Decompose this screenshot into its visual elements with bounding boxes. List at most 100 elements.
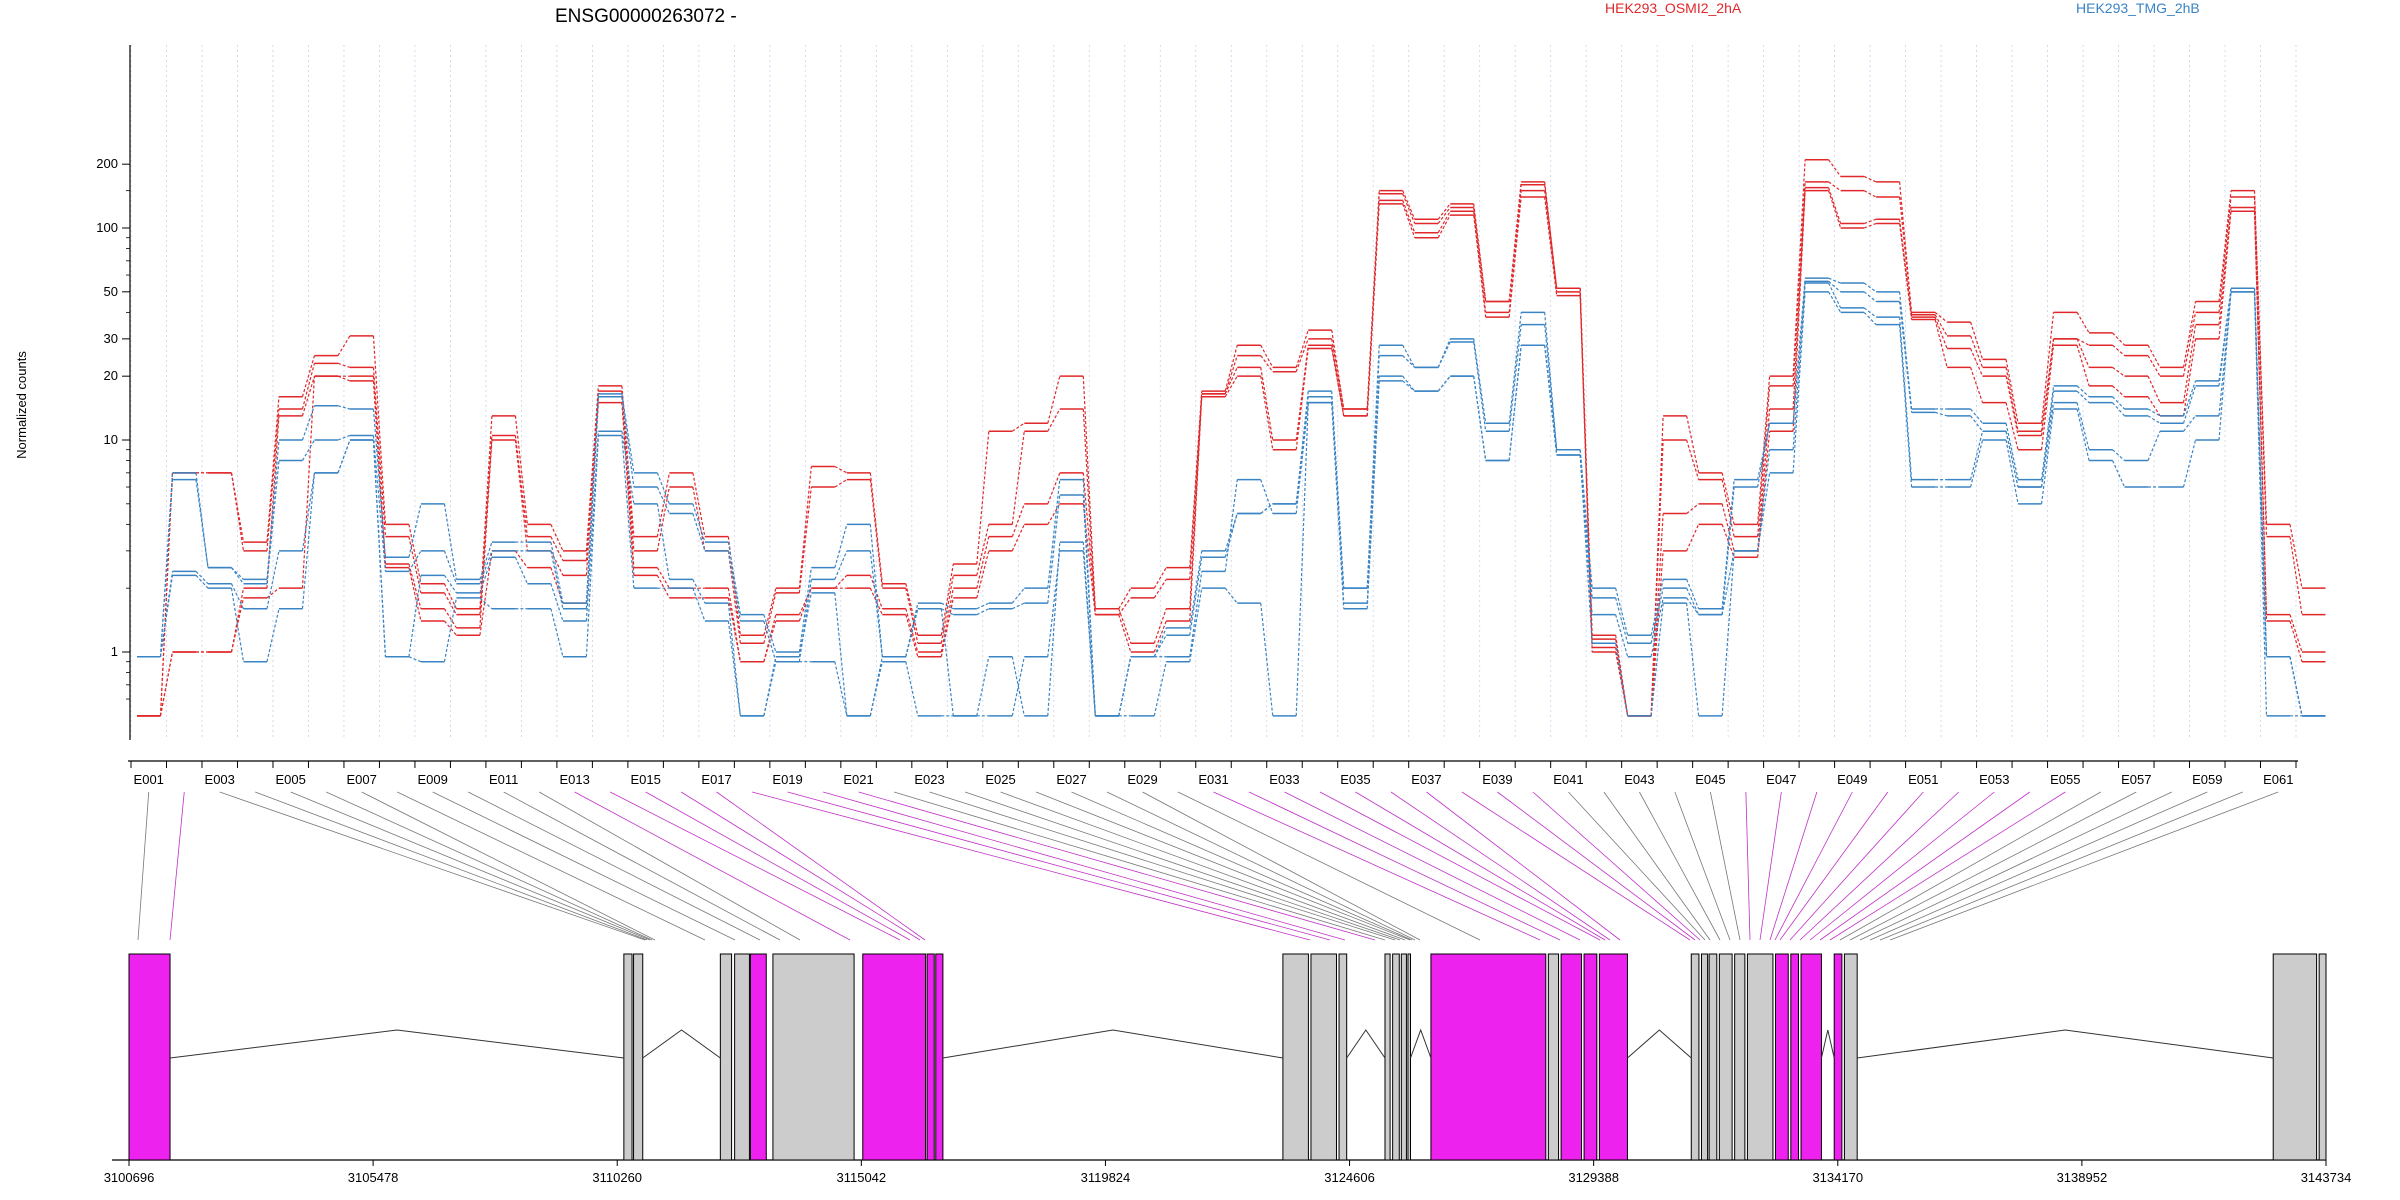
x-tick-label: E049 [1837,772,1867,787]
series-connector [1012,602,1025,610]
connector [929,791,1396,941]
series-connector [1863,175,1877,183]
series-connector [1828,277,1841,284]
series-connector [1295,348,1309,450]
connector [1839,791,2101,941]
series-connector [1402,200,1416,233]
series-connector [1011,431,1025,525]
exon-block-differential [1560,953,1583,1161]
series-connector [2005,376,2019,436]
series-connector [1898,317,1913,480]
connector [1674,791,1731,941]
series-connector [514,550,528,568]
connector [893,791,1386,941]
series-connector [2040,338,2055,436]
series-connector [2005,402,2019,450]
series-connector [1437,338,1451,368]
series-connector [372,435,387,572]
series-connector [1047,479,1061,589]
series-connector [834,592,848,716]
series-connector [1863,307,1877,318]
series-connector [230,588,245,662]
series-connector [798,466,812,589]
series-connector [1260,367,1274,441]
y-tick-label: 20 [104,368,118,383]
connector [1849,791,2137,941]
exon-block-differential [1800,953,1822,1161]
gene-axis-label: 3100696 [104,1170,155,1185]
series-connector [941,602,954,610]
series-connector [408,550,422,572]
x-tick-label: E061 [2263,772,2293,787]
series-connector [230,472,245,551]
x-tick-label: E019 [772,772,802,787]
gene-model: 3100696 3105478 3110260 3115042 3119824 31246… [104,953,2351,1185]
series-connector [1615,597,1629,644]
gene-axis-label: 3115042 [837,1170,887,1185]
x-tick-label: E003 [205,772,235,787]
series-connector [1828,187,1842,224]
series-connector [372,439,387,657]
series-connector [976,431,990,565]
series-connector [1508,196,1522,318]
exon-block-differential [926,953,935,1161]
series-connector [443,608,457,629]
series-connector [159,479,174,657]
series-connector [940,608,954,716]
series-connector [479,550,493,584]
series-connector [1898,181,1913,313]
plot-axes: 1 10 20 30 50 100 200 E001 E003 E005 E007 E009 E011 E… [96,45,2298,787]
series-connector [1508,312,1522,424]
series-connector [1970,348,1984,377]
exon-block [1843,953,1858,1161]
x-tick-label: E013 [559,772,589,787]
series-connector [1082,550,1096,716]
x-tick-label: E047 [1766,772,1796,787]
series-connector [2040,345,2055,450]
series-HEK293_OSMI2_2hA [137,189,2326,717]
series-connector [1721,486,1735,615]
series-connector [798,587,812,622]
exon-block [2318,953,2327,1161]
connector [1177,791,1481,941]
series-connector [1224,587,1238,604]
gene-axis-label: 3110260 [592,1170,642,1185]
series-connector [763,614,777,653]
series-connector [2076,390,2090,404]
series-connector [1295,402,1309,716]
exon-block [1718,953,1733,1161]
exon-block [1310,953,1337,1161]
series-connector [1402,344,1416,368]
series-connector [1047,503,1061,525]
x-tick-label: E059 [2192,772,2222,787]
series-connector [266,396,280,543]
connector [1879,791,2243,941]
series-connector [621,396,635,488]
series-connector [1402,203,1416,238]
series-connector [2076,345,2090,387]
series-connector [1686,579,1700,609]
series-connector [1189,550,1203,628]
series-connector [976,602,990,610]
series-connector [301,355,316,397]
connector [1639,791,1721,941]
series-connector [408,563,422,609]
exon-block-differential [1790,953,1799,1161]
series-connector [1934,311,1948,323]
series-connector [195,574,209,589]
exon-block [623,953,633,1161]
series-connector [1970,367,1984,403]
series-connector [869,550,883,657]
chart-title: ENSG00000263072 - [555,6,737,27]
series-connector [301,363,316,410]
series-connector [834,465,848,474]
series-connector [159,575,174,657]
series-connector [2112,449,2125,461]
series-connector [1508,184,1522,302]
series-connector [1260,344,1274,368]
series-connector [1792,187,1806,410]
series-connector [905,608,919,657]
series-connector [1686,597,1700,616]
series-connector [585,431,599,622]
series-connector [1224,375,1238,398]
